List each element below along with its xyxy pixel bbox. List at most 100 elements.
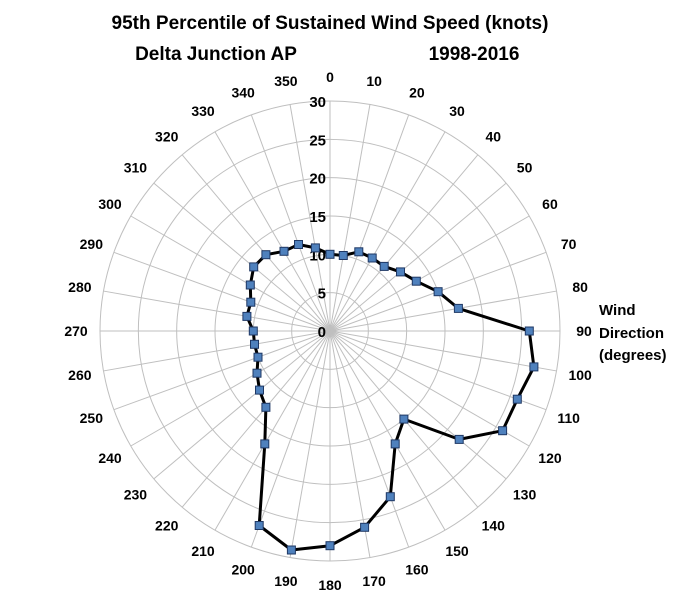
axis-label-line2: Direction	[599, 325, 664, 342]
data-point-350	[310, 243, 320, 253]
radial-tick-25: 25	[309, 132, 326, 149]
direction-label-80: 80	[572, 279, 588, 295]
data-point-10	[338, 251, 348, 260]
grid-spoke-300	[130, 215, 331, 332]
grid-spoke-160	[329, 330, 410, 548]
direction-label-240: 240	[98, 450, 122, 466]
grid-spoke-290	[113, 251, 331, 332]
direction-label-180: 180	[318, 577, 342, 593]
grid-spoke-100	[329, 330, 557, 372]
grid-spoke-120	[329, 330, 530, 447]
grid-spoke-210	[214, 330, 331, 531]
chart-subtitle-station: Delta Junction AP	[135, 44, 297, 65]
grid-spoke-30	[329, 131, 446, 332]
radial-tick-20: 20	[309, 171, 326, 188]
direction-label-100: 100	[568, 367, 592, 383]
direction-label-130: 130	[513, 486, 537, 502]
direction-label-60: 60	[542, 196, 558, 212]
direction-label-70: 70	[561, 236, 577, 252]
data-point-320	[261, 250, 271, 260]
data-point-270	[248, 326, 258, 336]
data-point-300	[245, 280, 255, 290]
direction-label-0: 0	[326, 69, 334, 85]
grid-spoke-80	[329, 290, 557, 332]
data-point-190	[286, 545, 296, 555]
direction-label-10: 10	[366, 73, 382, 89]
polar-grid	[99, 100, 561, 562]
data-point-330	[279, 246, 289, 256]
grid-spoke-280	[103, 290, 331, 332]
grid-spoke-220	[181, 330, 331, 508]
grid-spoke-190	[289, 330, 331, 558]
data-point-220	[261, 402, 271, 412]
direction-label-120: 120	[538, 450, 562, 466]
grid-spoke-310	[153, 182, 331, 332]
grid-spoke-40	[329, 154, 479, 332]
axis-label-line1: Wind	[599, 302, 636, 319]
direction-label-110: 110	[557, 410, 580, 426]
data-point-90	[524, 326, 534, 336]
grid-spoke-240	[130, 330, 331, 447]
direction-label-40: 40	[485, 128, 501, 144]
data-point-200	[254, 521, 264, 530]
grid-spoke-20	[329, 114, 410, 332]
direction-label-350: 350	[274, 73, 298, 89]
grid-spoke-330	[214, 131, 331, 332]
grid-spoke-130	[329, 330, 507, 480]
grid-spoke-250	[113, 330, 331, 411]
data-point-50	[396, 267, 405, 277]
grid-spoke-340	[250, 114, 331, 332]
data-point-210	[260, 439, 270, 449]
direction-label-300: 300	[98, 196, 122, 212]
data-point-0	[325, 249, 335, 259]
direction-labels: 0 102030405060708090100110120130140150160…	[64, 69, 592, 593]
radial-tick-30: 30	[309, 94, 326, 111]
data-point-280	[242, 311, 252, 321]
grid-spoke-260	[103, 330, 331, 372]
grid-spoke-50	[329, 182, 507, 332]
direction-label-290: 290	[80, 236, 104, 252]
direction-label-50: 50	[517, 160, 533, 176]
data-point-100	[529, 362, 539, 372]
data-point-180	[325, 541, 335, 551]
grid-spoke-320	[181, 154, 331, 332]
direction-label-150: 150	[445, 543, 469, 559]
data-point-60	[411, 276, 421, 286]
data-point-30	[367, 253, 377, 263]
direction-label-310: 310	[124, 160, 148, 176]
data-point-230	[255, 385, 264, 395]
data-point-290	[246, 297, 256, 307]
data-point-240	[252, 368, 262, 378]
direction-label-160: 160	[405, 562, 429, 578]
grid-spoke-350	[289, 104, 331, 332]
direction-label-340: 340	[231, 84, 255, 100]
data-point-150	[390, 439, 400, 449]
radial-tick-15: 15	[309, 209, 326, 226]
grid-spoke-10	[329, 104, 371, 332]
direction-label-330: 330	[191, 103, 215, 119]
data-point-40	[379, 261, 389, 271]
data-point-250	[253, 352, 263, 362]
data-point-130	[454, 434, 464, 444]
data-point-70	[433, 287, 443, 297]
direction-label-170: 170	[362, 573, 386, 589]
radial-tick-5: 5	[318, 286, 326, 303]
series-layer	[242, 240, 539, 555]
data-point-310	[249, 262, 259, 272]
chart-title: 95th Percentile of Sustained Wind Speed …	[112, 13, 549, 34]
direction-label-260: 260	[68, 367, 92, 383]
grid-spoke-170	[329, 330, 371, 558]
chart-subtitle-years: 1998-2016	[429, 44, 520, 65]
direction-label-30: 30	[449, 103, 465, 119]
grid-spoke-60	[329, 215, 530, 332]
direction-label-210: 210	[191, 543, 215, 559]
series-line	[245, 243, 536, 552]
data-point-260	[250, 339, 259, 349]
radial-tick-0: 0	[318, 324, 326, 341]
grid-spoke-200	[250, 330, 331, 548]
data-point-80	[453, 303, 463, 313]
direction-label-270: 270	[64, 323, 88, 339]
data-point-20	[354, 247, 364, 257]
